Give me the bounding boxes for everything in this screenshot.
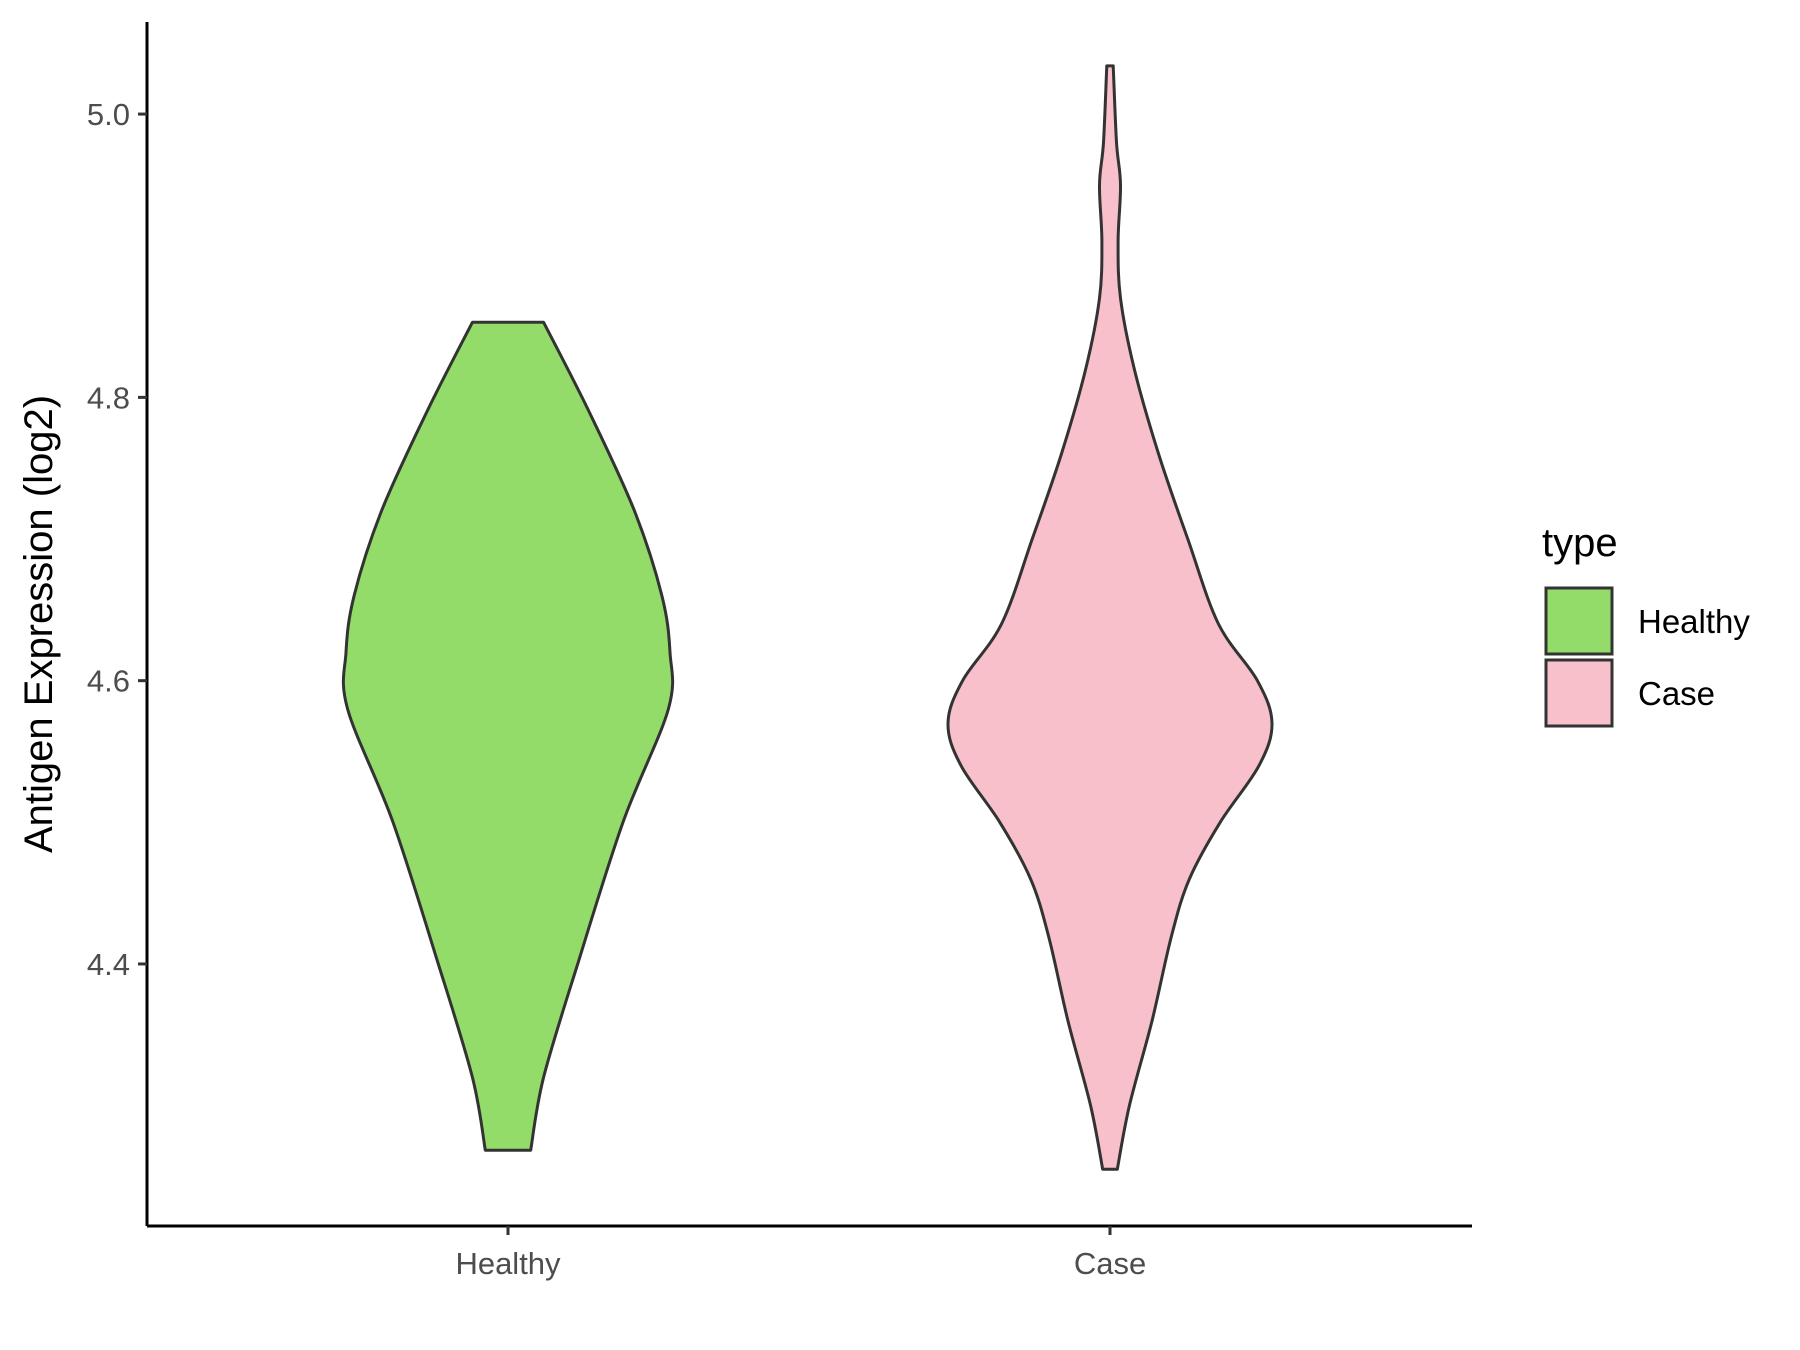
y-ticks: 4.4 4.6 4.8 5.0 xyxy=(87,97,147,982)
violin-healthy xyxy=(341,320,675,1152)
x-tick-label: Healthy xyxy=(455,1246,561,1281)
legend-items: Healthy Case xyxy=(1544,586,1750,728)
y-tick-label: 4.4 xyxy=(87,947,130,982)
violins-layer xyxy=(341,64,1274,1171)
y-tick-label: 4.8 xyxy=(87,380,130,415)
legend: type Healthy Case xyxy=(1542,521,1750,728)
y-tick-label: 4.6 xyxy=(87,664,130,699)
legend-key-healthy xyxy=(1544,586,1614,656)
axes-layer: 4.4 4.6 4.8 5.0 Healthy Case xyxy=(87,22,1472,1281)
y-tick-label: 5.0 xyxy=(87,97,130,132)
legend-label-case: Case xyxy=(1638,675,1715,712)
x-tick-label: Case xyxy=(1074,1246,1146,1281)
y-axis-title: Antigen Expression (log2) xyxy=(17,395,61,853)
legend-label-healthy: Healthy xyxy=(1638,603,1750,640)
legend-title: type xyxy=(1542,521,1618,565)
legend-key-case xyxy=(1544,658,1614,728)
x-ticks: Healthy Case xyxy=(455,1226,1146,1281)
violin-case xyxy=(946,64,1274,1171)
